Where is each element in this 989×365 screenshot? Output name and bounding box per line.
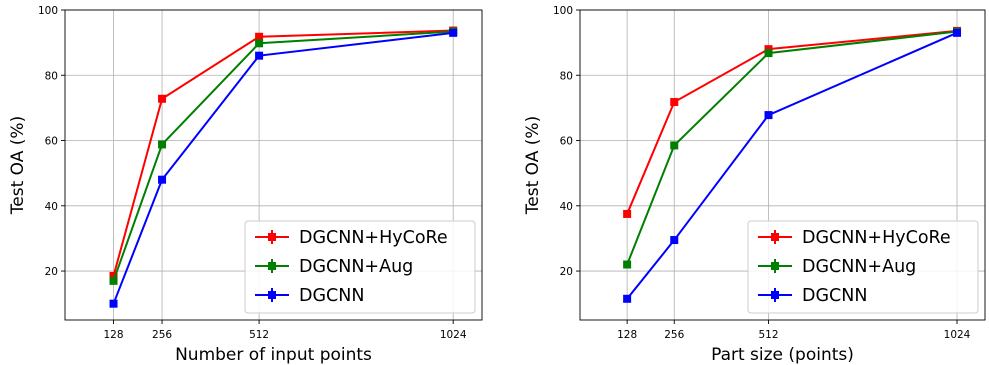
legend-entry: DGCNN bbox=[255, 286, 364, 306]
legend-label: DGCNN+HyCoRe bbox=[802, 228, 951, 248]
x-tick-label: 256 bbox=[664, 329, 684, 341]
legend: DGCNN+HyCoRe DGCNN+Aug DGCNN bbox=[747, 220, 979, 314]
data-point bbox=[670, 98, 679, 107]
series-line bbox=[626, 29, 958, 215]
x-tick-label: 1024 bbox=[440, 329, 467, 341]
x-tick-label: 256 bbox=[152, 329, 172, 341]
data-point bbox=[158, 175, 167, 184]
legend-label: DGCNN+Aug bbox=[299, 257, 413, 277]
legend-box bbox=[244, 220, 476, 314]
data-point bbox=[109, 276, 118, 285]
y-tick-label: 20 bbox=[45, 266, 58, 278]
legend-marker bbox=[268, 233, 276, 241]
legend-marker bbox=[771, 291, 779, 299]
data-point bbox=[109, 271, 118, 280]
data-point bbox=[109, 299, 118, 308]
data-point bbox=[623, 294, 632, 303]
y-axis-label: Test OA (%) bbox=[523, 116, 543, 215]
series-line bbox=[626, 31, 958, 300]
series-dgcnn bbox=[109, 28, 458, 308]
plot-frame bbox=[64, 9, 483, 321]
x-tick-label: 1024 bbox=[944, 329, 971, 341]
x-axis-label: Number of input points bbox=[175, 345, 372, 365]
legend-marker bbox=[268, 291, 276, 299]
x-tick-label: 128 bbox=[617, 329, 637, 341]
y-tick-label: 80 bbox=[560, 70, 573, 82]
y-tick-label: 60 bbox=[45, 136, 58, 148]
legend-label: DGCNN bbox=[299, 286, 364, 306]
data-point bbox=[670, 236, 679, 245]
legend-box bbox=[747, 220, 979, 314]
legend-entry: DGCNN+HyCoRe bbox=[758, 228, 951, 248]
legend-entry: DGCNN+Aug bbox=[255, 257, 413, 277]
x-tick-label: 128 bbox=[104, 329, 124, 341]
y-tick-label: 100 bbox=[553, 5, 573, 17]
data-point bbox=[158, 94, 167, 103]
series-dgcnn bbox=[623, 28, 962, 303]
legend: DGCNN+HyCoRe DGCNN+Aug DGCNN bbox=[244, 220, 476, 314]
legend-label: DGCNN+HyCoRe bbox=[299, 228, 448, 248]
data-point bbox=[670, 141, 679, 150]
data-point bbox=[449, 28, 458, 37]
data-point bbox=[623, 209, 632, 218]
y-tick-label: 100 bbox=[38, 5, 58, 17]
x-tick-label: 512 bbox=[249, 329, 269, 341]
data-point bbox=[255, 32, 264, 41]
plot-frame bbox=[579, 9, 986, 321]
data-point bbox=[255, 51, 264, 60]
data-point bbox=[764, 111, 773, 120]
x-tick-label: 512 bbox=[758, 329, 778, 341]
series-dgcnn-hycore bbox=[623, 26, 962, 218]
data-point bbox=[764, 49, 773, 58]
data-point bbox=[623, 260, 632, 269]
legend-entry: DGCNN+Aug bbox=[758, 257, 916, 277]
x-axis-label: Part size (points) bbox=[711, 345, 854, 365]
y-tick-label: 60 bbox=[560, 136, 573, 148]
y-tick-label: 40 bbox=[45, 201, 58, 213]
series-line bbox=[626, 30, 958, 265]
legend-marker bbox=[771, 262, 779, 270]
chart-1: 128 256 512 1024 20 40 60 80 100 Number of input … bbox=[8, 5, 483, 365]
data-point bbox=[255, 39, 264, 48]
series-line bbox=[112, 29, 454, 277]
legend-marker bbox=[771, 233, 779, 241]
y-tick-label: 80 bbox=[45, 70, 58, 82]
legend-entry: DGCNN+HyCoRe bbox=[255, 228, 448, 248]
y-tick-label: 20 bbox=[560, 266, 573, 278]
legend-label: DGCNN bbox=[802, 286, 867, 306]
data-point bbox=[953, 28, 962, 37]
legend-entry: DGCNN bbox=[758, 286, 867, 306]
legend-label: DGCNN+Aug bbox=[802, 257, 916, 277]
chart-2: 128 256 512 1024 20 40 60 80 100 Part size (point… bbox=[523, 5, 986, 365]
legend-marker bbox=[268, 262, 276, 270]
y-axis-label: Test OA (%) bbox=[8, 116, 28, 215]
y-tick-label: 40 bbox=[560, 201, 573, 213]
series-line bbox=[112, 31, 454, 305]
data-point bbox=[158, 140, 167, 149]
series-line bbox=[112, 30, 454, 282]
